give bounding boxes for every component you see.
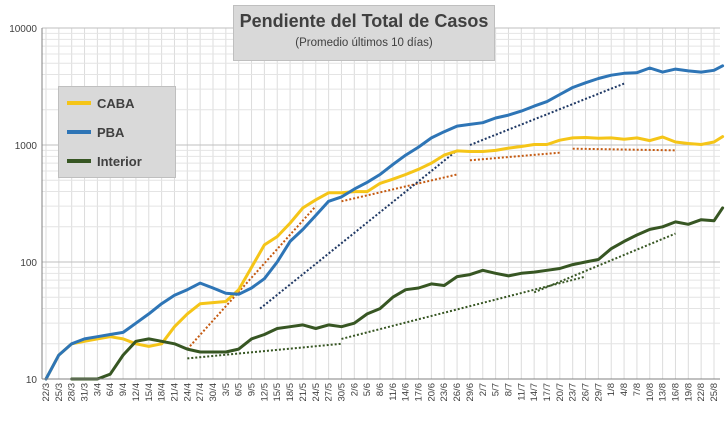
x-tick-label: 25/3 (54, 383, 65, 402)
x-tick-label: 26/6 (452, 383, 463, 402)
legend-swatch-interior (67, 159, 91, 163)
legend-swatch-caba (67, 101, 91, 105)
x-tick-label: 17/7 (542, 383, 553, 402)
x-tick-label: 19/8 (683, 383, 694, 402)
x-tick-label: 30/4 (208, 383, 219, 402)
x-tick-label: 13/8 (658, 383, 669, 402)
x-tick-label: 21/4 (169, 383, 180, 402)
x-tick-label: 20/7 (555, 383, 566, 402)
x-tick-label: 6/5 (234, 383, 245, 396)
legend-item-caba: CABA (67, 93, 135, 113)
x-tick-label: 28/3 (67, 383, 78, 402)
series-lines (44, 64, 725, 381)
trend-line (341, 275, 586, 340)
x-tick-label: 5/6 (362, 383, 373, 396)
x-tick-label: 23/7 (568, 383, 579, 402)
x-tick-label: 18/4 (157, 383, 168, 402)
x-tick-label: 4/8 (619, 383, 630, 396)
title-box: Pendiente del Total de Casos (Promedio ú… (233, 5, 495, 61)
x-tick-label: 8/7 (503, 383, 514, 396)
legend-swatch-pba (67, 130, 91, 134)
chart-subtitle: (Promedio últimos 10 días) (295, 37, 433, 49)
legend-item-pba: PBA (67, 122, 124, 142)
horizontal-gridlines (42, 27, 720, 380)
x-tick-label: 30/5 (336, 383, 347, 402)
x-tick-label: 6/4 (105, 383, 116, 396)
x-tick-label: 11/6 (388, 383, 399, 401)
x-tick-label: 12/5 (259, 383, 270, 402)
chart-title: Pendiente del Total de Casos (239, 11, 489, 31)
x-tick-label: 2/7 (478, 383, 489, 396)
series-line-interior (70, 206, 725, 381)
x-tick-label: 3/4 (92, 383, 103, 396)
trend-line (186, 205, 317, 350)
x-tick-label: 7/8 (632, 383, 643, 396)
x-tick-label: 11/7 (516, 383, 527, 401)
x-tick-label: 10/8 (645, 383, 656, 402)
y-tick-label: 10000 (9, 24, 37, 35)
x-tick-label: 29/7 (593, 383, 604, 402)
y-axis-ticks: 10 100 1000 10000 (9, 24, 37, 386)
x-tick-label: 14/6 (401, 383, 412, 402)
trend-line (187, 342, 342, 360)
x-tick-label: 12/4 (131, 383, 142, 402)
x-tick-label: 9/4 (118, 383, 129, 396)
x-tick-label: 20/6 (426, 383, 437, 402)
trend-line (533, 232, 676, 294)
vertical-gridlines (45, 28, 715, 379)
trend-line (572, 147, 676, 152)
x-tick-label: 15/4 (144, 383, 155, 402)
trend-line (469, 151, 560, 162)
trend-lines (186, 82, 676, 360)
y-tick-label: 100 (20, 258, 37, 269)
x-tick-label: 25/8 (709, 383, 720, 402)
x-tick-label: 24/4 (182, 383, 193, 402)
x-tick-label: 16/8 (670, 383, 681, 402)
x-tick-label: 8/6 (375, 383, 386, 396)
x-tick-label: 22/8 (696, 383, 707, 402)
x-tick-label: 26/7 (581, 383, 592, 402)
x-tick-label: 21/5 (298, 383, 309, 402)
x-tick-label: 2/6 (349, 383, 360, 396)
x-tick-label: 18/5 (285, 383, 296, 402)
x-axis-ticks: 22/3 25/3 28/3 31/3 3/4 6/4 9/4 12/4 15/4 18/4 21/… (41, 383, 720, 402)
x-tick-label: 3/5 (221, 383, 232, 396)
legend-item-interior: Interior (67, 151, 142, 171)
x-tick-label: 17/6 (414, 383, 425, 402)
x-tick-label: 27/5 (324, 383, 335, 402)
legend-label-caba: CABA (97, 95, 135, 111)
series-line-caba (44, 135, 725, 381)
y-tick-label: 1000 (15, 141, 38, 152)
legend: CABA PBA Interior (58, 86, 176, 178)
legend-label-interior: Interior (97, 153, 142, 169)
x-tick-label: 22/3 (41, 383, 52, 402)
legend-label-pba: PBA (97, 124, 125, 140)
x-tick-label: 23/6 (439, 383, 450, 402)
x-tick-label: 14/7 (529, 383, 540, 402)
x-tick-label: 5/7 (491, 383, 502, 396)
x-tick-label: 24/5 (311, 383, 322, 402)
x-tick-label: 29/6 (465, 383, 476, 402)
x-tick-label: 27/4 (195, 383, 206, 402)
x-tick-label: 31/3 (80, 383, 91, 402)
y-tick-label: 10 (26, 375, 38, 386)
series-line-pba (44, 64, 725, 381)
x-tick-label: 9/5 (247, 383, 258, 396)
x-tick-label: 1/8 (606, 383, 617, 396)
x-tick-label: 15/5 (272, 383, 283, 402)
